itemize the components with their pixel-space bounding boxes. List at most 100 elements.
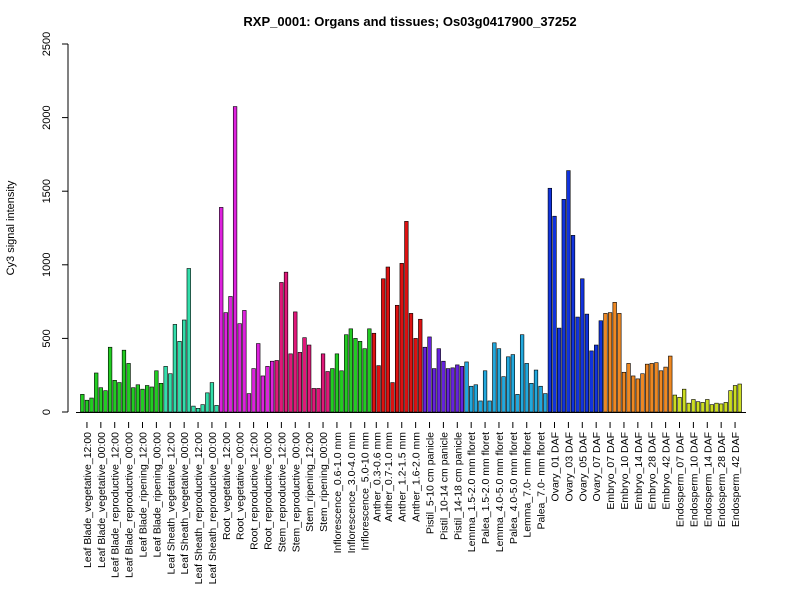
- bar: [135, 384, 140, 413]
- bar: [330, 368, 335, 413]
- x-category-label: Pistil_14-18 cm panicle: [452, 432, 464, 540]
- x-category-label: Lemma_1.5-2.0 mm floret: [466, 432, 478, 552]
- bar: [242, 310, 247, 413]
- x-category-label: Leaf Blade_reproductive_12:00: [110, 432, 122, 578]
- bar: [251, 368, 256, 413]
- x-category-label: Palea_1.5-2.0 mm floret: [480, 432, 492, 544]
- bar: [371, 332, 377, 413]
- bar: [561, 199, 566, 413]
- bar: [390, 382, 395, 413]
- bar: [172, 324, 178, 413]
- bar: [436, 348, 441, 413]
- bar: [223, 312, 228, 413]
- x-category-label: Anther_1.6-2.0 mm: [411, 432, 423, 522]
- bar: [145, 385, 150, 413]
- x-category-label: Endosperm_10 DAF: [688, 432, 700, 527]
- bar: [432, 368, 437, 413]
- bar: [98, 387, 103, 413]
- bar: [649, 363, 654, 413]
- bar: [654, 362, 659, 413]
- bar: [232, 106, 238, 413]
- x-category-label: Stem_reproductive_12:00: [276, 432, 288, 552]
- bar: [107, 346, 113, 413]
- bar-series: [80, 106, 742, 413]
- bar: [496, 348, 502, 413]
- bar: [469, 385, 474, 413]
- x-category-label: Endosperm_07 DAF: [675, 432, 687, 527]
- bar: [260, 375, 265, 413]
- x-category-label: Lemma_7.0- mm floret: [522, 432, 534, 538]
- x-category-label: Root_reproductive_00:00: [262, 432, 274, 550]
- bar: [131, 387, 136, 413]
- bar: [121, 349, 127, 413]
- bar: [163, 366, 168, 413]
- bar: [269, 360, 275, 413]
- bar: [84, 399, 90, 413]
- x-category-label: Leaf Blade_vegetative_00:00: [96, 432, 108, 568]
- bar: [112, 380, 117, 413]
- bar: [191, 405, 196, 413]
- x-category-label: Ovary_07 DAF: [591, 432, 603, 501]
- bar: [353, 338, 358, 413]
- bar: [149, 386, 154, 413]
- x-category-labels: Leaf Blade_vegetative_12:00 Leaf Blade_ve…: [82, 422, 742, 584]
- bar: [441, 360, 446, 413]
- bar: [316, 388, 321, 413]
- bar: [584, 313, 590, 413]
- x-category-label: Leaf Sheath_vegetative_00:00: [179, 432, 191, 575]
- x-category-label: Endosperm_42 DAF: [730, 432, 742, 527]
- bar: [737, 383, 742, 413]
- bar: [464, 361, 469, 413]
- bar: [293, 311, 298, 413]
- bar: [482, 370, 488, 413]
- bar: [543, 393, 548, 413]
- bar: [682, 388, 687, 413]
- bar: [473, 384, 478, 413]
- bar: [524, 363, 529, 413]
- x-category-label: Inflorescence_0.6-1.0 mm: [332, 432, 344, 554]
- bar: [603, 313, 608, 413]
- bar: [691, 399, 696, 413]
- y-tick-label: 1500: [41, 179, 53, 203]
- bar: [547, 187, 553, 413]
- bar: [367, 328, 372, 413]
- x-category-label: Ovary_03 DAF: [563, 432, 575, 501]
- bar: [158, 382, 164, 413]
- bar: [529, 382, 534, 413]
- x-category-label: Stem_ripening_12:00: [304, 432, 316, 532]
- bar: [103, 390, 108, 413]
- chart-title: RXP_0001: Organs and tissues; Os03g04179…: [243, 14, 576, 29]
- bar: [617, 313, 622, 413]
- x-category-label: Embryo_10 DAF: [619, 432, 631, 510]
- bar: [168, 373, 173, 413]
- bar: [237, 323, 242, 413]
- x-category-label: Lemma_4.0-5.0 mm floret: [494, 432, 506, 552]
- bar: [487, 400, 492, 413]
- x-category-label: Palea_4.0-5.0 mm floret: [508, 432, 520, 544]
- x-category-label: Root_vegetative_12:00: [221, 432, 233, 540]
- bar: [672, 394, 677, 413]
- bar: [450, 367, 455, 413]
- bar: [279, 282, 284, 413]
- bar: [714, 402, 719, 413]
- x-category-label: Embryo_28 DAF: [647, 432, 659, 510]
- bar: [394, 304, 400, 413]
- x-category-label: Embryo_07 DAF: [605, 432, 617, 510]
- bar: [408, 313, 414, 413]
- x-category-label: Leaf Blade_vegetative_12:00: [82, 432, 94, 568]
- bar: [205, 392, 210, 413]
- x-category-label: Stem_ripening_00:00: [318, 432, 330, 532]
- bar: [459, 366, 465, 413]
- bar: [200, 404, 205, 413]
- bar: [663, 366, 668, 413]
- bar: [719, 403, 724, 413]
- bar: [728, 390, 733, 413]
- bar: [265, 366, 270, 413]
- bar: [557, 327, 562, 413]
- bar: [732, 385, 738, 413]
- bar: [89, 397, 94, 413]
- bar: [723, 402, 728, 413]
- bar: [445, 368, 451, 413]
- bar: [612, 302, 617, 413]
- x-category-label: Pistil_5-10 cm panicle: [425, 432, 437, 534]
